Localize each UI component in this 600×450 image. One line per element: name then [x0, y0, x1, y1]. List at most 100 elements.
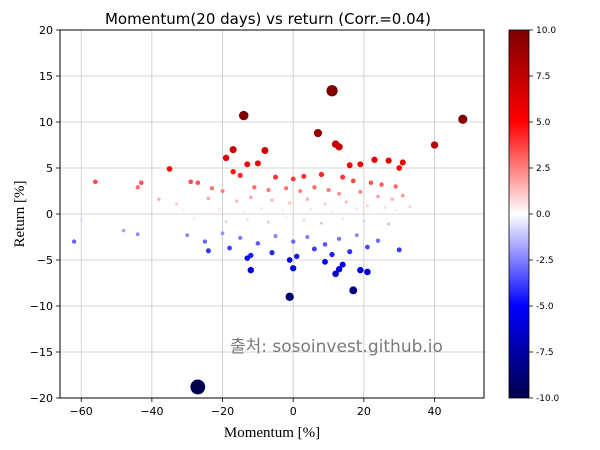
data-point	[430, 141, 439, 149]
y-tick-label: −20	[30, 392, 53, 405]
data-point	[290, 176, 296, 182]
data-points	[71, 85, 468, 395]
data-point	[305, 197, 310, 202]
data-point	[341, 217, 345, 220]
data-point	[273, 234, 278, 239]
x-axis-ticks: −60 −40 −20 0 20 40	[70, 398, 442, 418]
y-tick-label: −10	[30, 300, 53, 313]
data-point	[358, 189, 363, 194]
data-point	[166, 166, 173, 172]
data-point	[235, 199, 239, 203]
data-point	[458, 114, 468, 124]
data-point	[332, 270, 339, 278]
data-point	[396, 247, 402, 253]
y-tick-label: 15	[39, 70, 53, 83]
data-point	[396, 165, 403, 171]
data-point	[244, 161, 251, 168]
data-point	[229, 146, 237, 154]
data-point	[326, 188, 331, 193]
x-axis-label: Momentum [%]	[224, 425, 320, 441]
data-point	[284, 216, 288, 220]
data-point	[220, 188, 225, 194]
data-point	[217, 208, 221, 211]
data-point	[329, 251, 335, 258]
data-point	[357, 266, 364, 274]
data-point	[182, 208, 185, 212]
data-point	[138, 180, 144, 186]
data-point	[394, 208, 397, 212]
data-point	[206, 196, 211, 201]
data-point	[285, 292, 294, 301]
y-axis-label: Return [%]	[12, 180, 28, 247]
data-point	[337, 191, 342, 196]
data-point	[284, 186, 289, 191]
data-point	[135, 232, 140, 237]
data-point	[245, 218, 249, 221]
data-point	[192, 217, 196, 220]
colorbar-tick-label: 0.0	[536, 210, 551, 220]
data-point	[390, 197, 394, 202]
data-point	[375, 238, 381, 243]
y-tick-label: 5	[46, 162, 53, 175]
data-point	[222, 154, 230, 162]
data-point	[273, 174, 279, 180]
data-point	[132, 210, 136, 214]
data-point	[260, 207, 263, 210]
data-point	[270, 198, 274, 202]
data-point	[188, 179, 194, 185]
data-point	[295, 210, 299, 214]
data-point	[205, 248, 211, 254]
data-point	[298, 188, 303, 194]
data-point	[311, 246, 317, 252]
x-tick-label: −60	[70, 405, 93, 418]
data-point	[291, 239, 296, 244]
data-point	[322, 242, 328, 247]
data-point	[349, 286, 358, 295]
y-tick-label: 0	[46, 208, 53, 221]
x-tick-label: −20	[211, 405, 234, 418]
data-point	[362, 219, 366, 223]
data-point	[244, 255, 251, 261]
colorbar-tick-label: -5.0	[536, 302, 554, 312]
data-point	[346, 162, 353, 169]
colorbar-ticks: -10.0 -7.5 -5.0 -2.5 0.0 2.5 5.0 7.5 10.0	[529, 26, 560, 404]
data-point	[209, 186, 215, 191]
data-point	[312, 185, 317, 190]
data-point	[238, 235, 243, 240]
data-point	[294, 253, 300, 260]
data-point	[387, 222, 391, 226]
data-point	[408, 205, 412, 209]
data-point	[230, 168, 236, 175]
y-tick-label: −15	[30, 346, 53, 359]
data-point	[309, 208, 313, 211]
data-point	[365, 204, 369, 208]
data-point	[135, 185, 140, 190]
data-point	[376, 194, 380, 199]
grid-lines	[60, 29, 484, 399]
data-point	[224, 219, 228, 223]
data-point	[326, 85, 338, 97]
data-point	[288, 201, 292, 205]
data-point	[239, 110, 249, 121]
data-point	[313, 128, 323, 138]
colorbar-tick-label: 10.0	[536, 26, 556, 36]
data-point	[400, 193, 405, 198]
data-point	[383, 206, 387, 209]
data-point	[368, 180, 374, 186]
data-point	[340, 174, 346, 180]
y-tick-label: −5	[37, 254, 53, 267]
data-point	[344, 200, 348, 204]
data-point	[202, 239, 208, 244]
data-point	[281, 208, 284, 212]
data-point	[121, 228, 126, 233]
x-tick-label: 20	[357, 405, 371, 418]
data-point	[249, 195, 253, 200]
data-point	[157, 197, 161, 202]
data-point	[255, 241, 261, 246]
data-point	[92, 179, 98, 185]
data-point	[79, 219, 83, 222]
data-point	[254, 160, 261, 167]
data-point	[365, 244, 370, 250]
data-point	[237, 172, 243, 178]
